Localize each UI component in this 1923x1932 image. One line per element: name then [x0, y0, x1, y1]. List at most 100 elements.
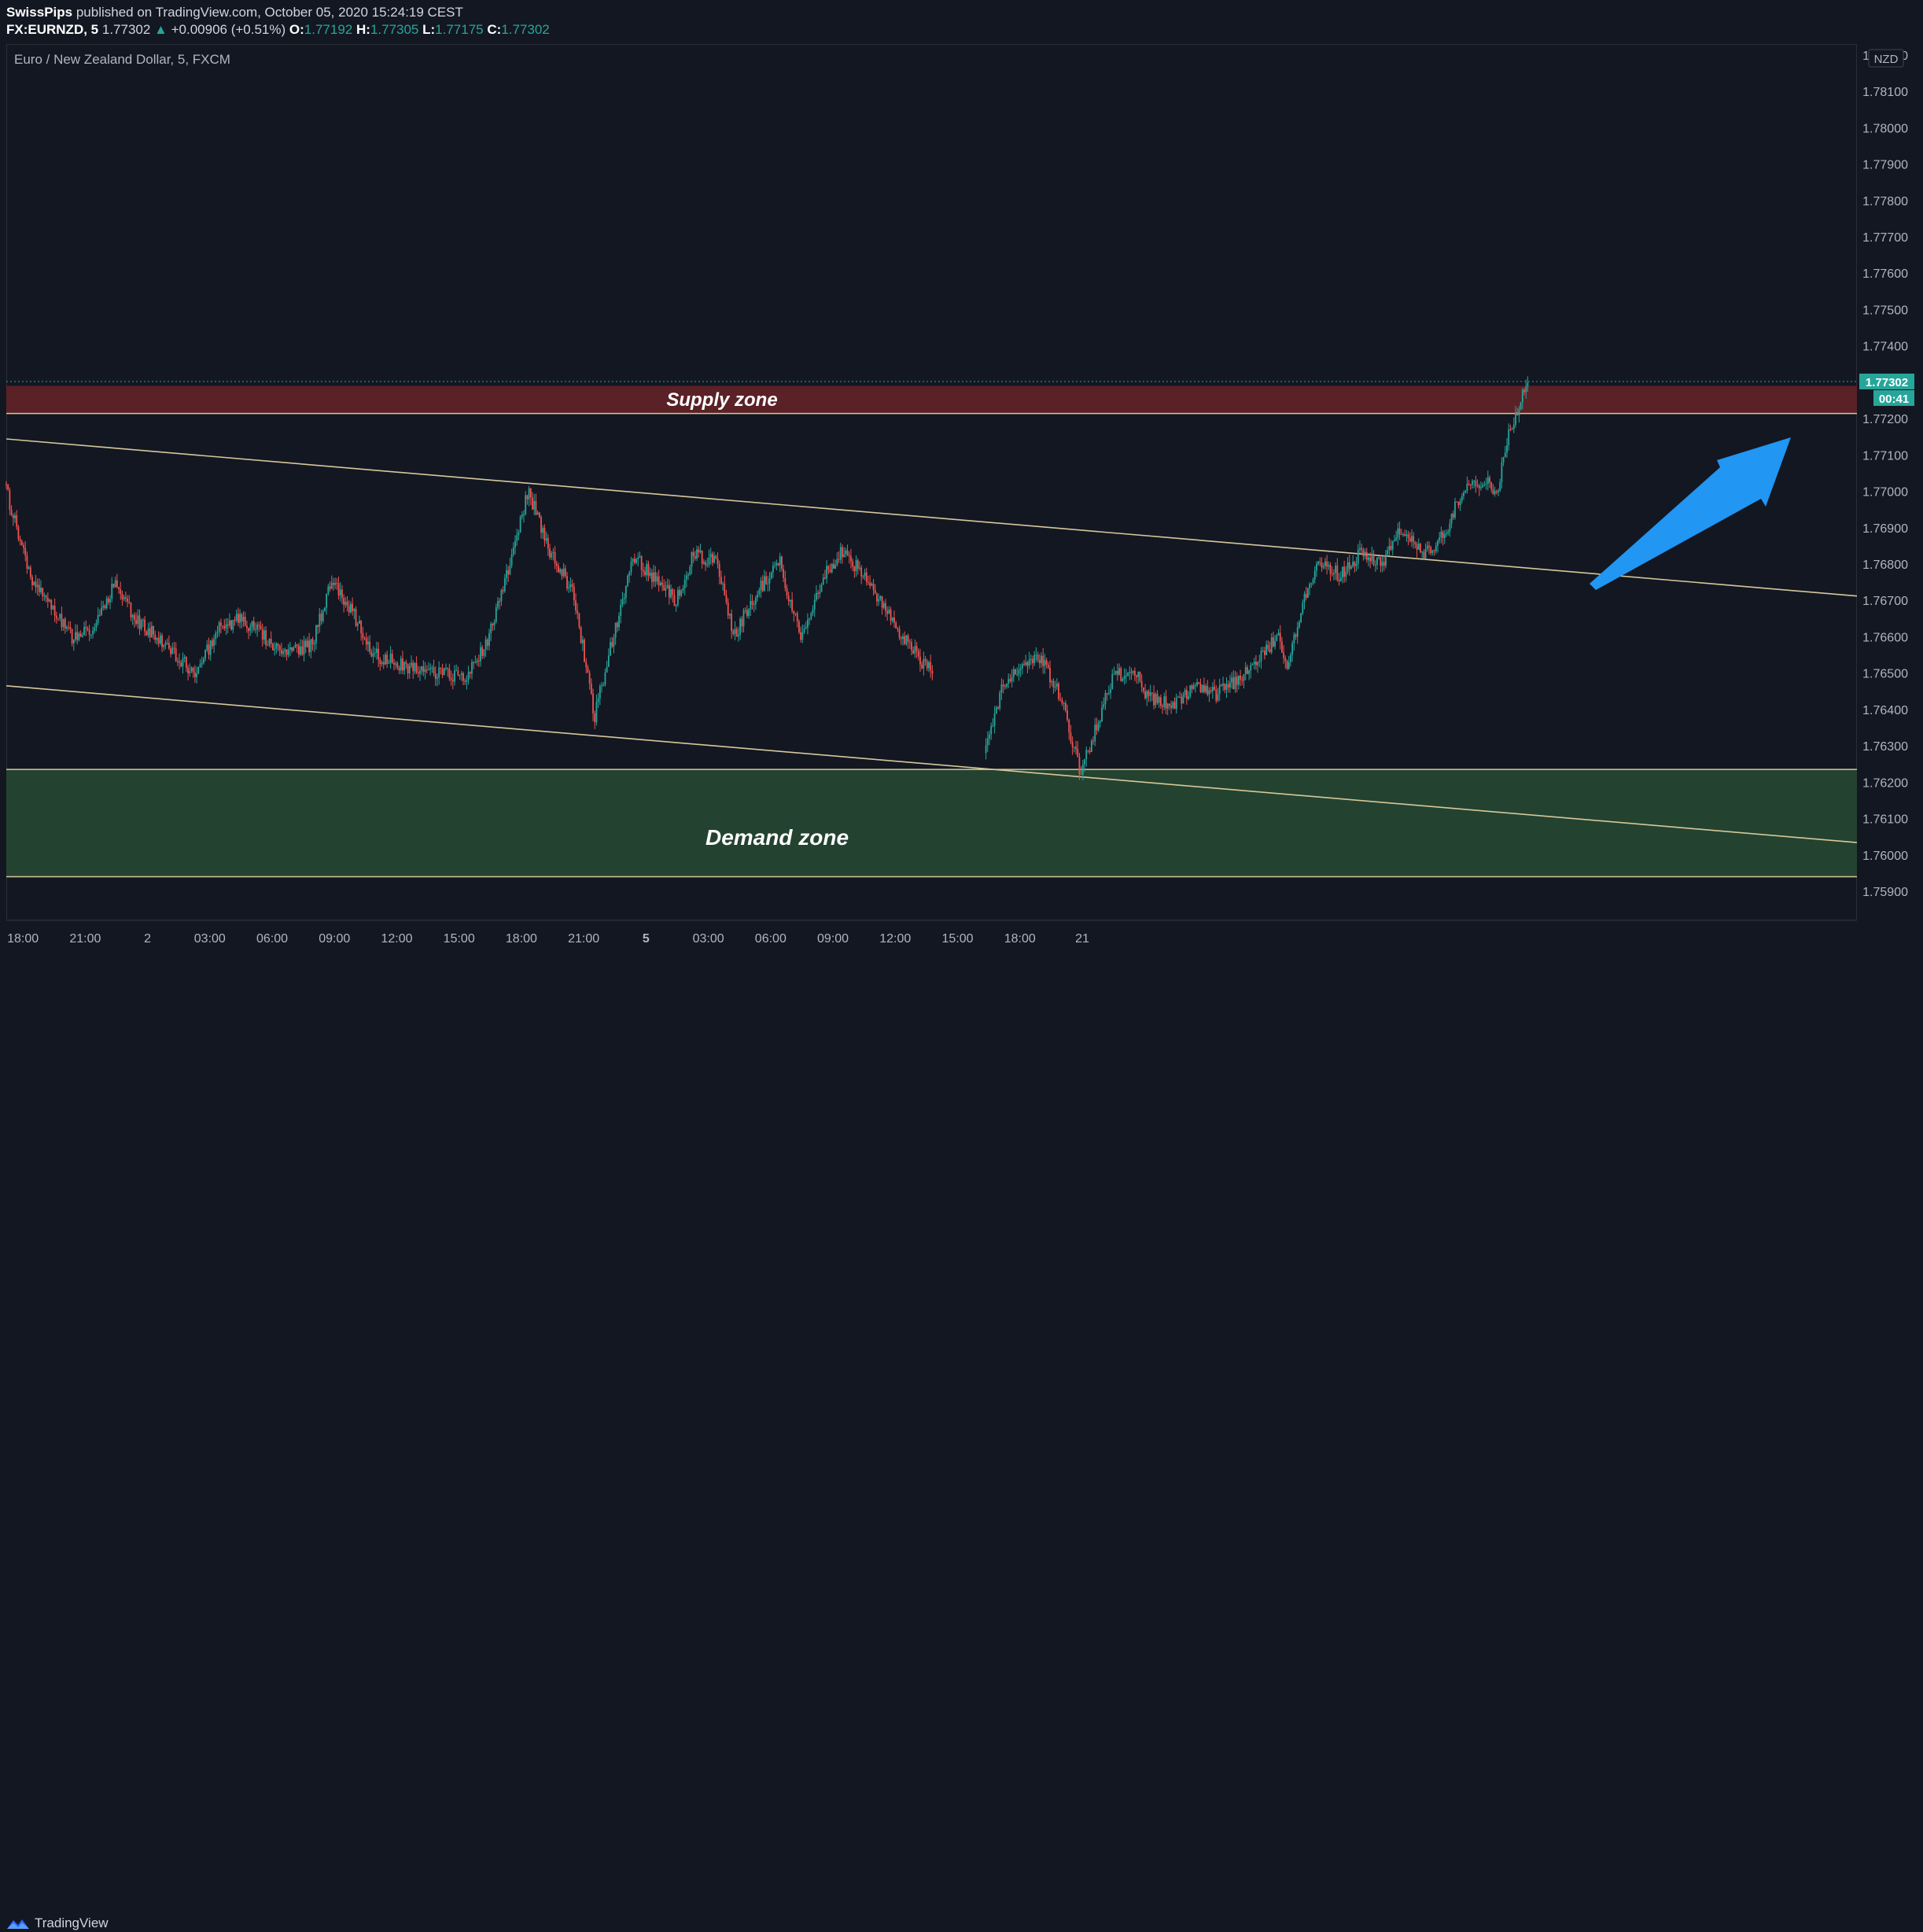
- candle: [709, 548, 712, 565]
- candle-body: [402, 658, 403, 671]
- channel-upper-line[interactable]: [6, 438, 1858, 597]
- x-tick-label: 5: [643, 932, 650, 946]
- candle-body: [391, 654, 393, 663]
- tradingview-logo[interactable]: TradingView: [6, 1915, 109, 1932]
- price-value: 1.77302: [101, 22, 151, 37]
- candle-body: [79, 633, 82, 637]
- candle-body: [43, 595, 46, 597]
- candle: [101, 600, 102, 617]
- candle-body: [471, 662, 473, 674]
- candle: [838, 551, 840, 563]
- candle: [225, 618, 227, 636]
- candle: [133, 612, 135, 628]
- candle-body: [495, 607, 497, 622]
- candle: [112, 583, 115, 588]
- candle: [1461, 493, 1463, 504]
- candle-body: [1257, 662, 1259, 666]
- candle: [248, 627, 249, 640]
- candle-body: [665, 588, 667, 591]
- candle: [654, 566, 657, 588]
- candle: [1473, 479, 1475, 489]
- candle: [322, 609, 324, 624]
- candle: [735, 626, 738, 637]
- candle-body: [304, 640, 307, 647]
- candle: [764, 570, 765, 592]
- candle-body: [709, 554, 712, 558]
- candle-body: [915, 646, 918, 651]
- candle: [512, 542, 514, 557]
- candle-body: [315, 625, 317, 643]
- candle-body: [378, 648, 380, 660]
- candle-body: [1299, 621, 1300, 628]
- candle-body: [1218, 685, 1221, 695]
- candle: [1018, 663, 1020, 681]
- candle: [685, 571, 687, 588]
- candle: [812, 605, 814, 616]
- candle: [705, 560, 706, 571]
- candle-body: [571, 584, 573, 587]
- candle-body: [1092, 740, 1094, 742]
- candle: [1139, 671, 1141, 683]
- candle-body: [1490, 482, 1493, 489]
- y-tick-label: 1.76000: [1862, 850, 1908, 863]
- candle-body: [1243, 674, 1245, 681]
- candle-body: [353, 609, 355, 612]
- candle: [1424, 543, 1427, 560]
- candle: [146, 630, 148, 636]
- candle: [245, 620, 248, 633]
- candle-body: [1194, 685, 1196, 687]
- candle: [742, 607, 745, 633]
- candle: [403, 661, 406, 675]
- candle: [336, 577, 338, 590]
- candle: [794, 613, 797, 617]
- candle-body: [1276, 635, 1278, 641]
- candle: [116, 573, 118, 588]
- candle-body: [455, 670, 458, 672]
- candle-body: [1313, 570, 1316, 580]
- open-value: 1.77192: [304, 22, 353, 37]
- candle: [1446, 529, 1447, 537]
- candle: [1284, 655, 1287, 669]
- candle-body: [924, 658, 927, 662]
- y-tick-label: 1.77500: [1862, 304, 1908, 317]
- y-tick-label: 1.77700: [1862, 231, 1908, 245]
- candle: [1501, 457, 1503, 489]
- supply-zone[interactable]: [6, 385, 1857, 414]
- candle: [1181, 692, 1183, 710]
- candle-body: [369, 641, 371, 652]
- y-tick-label: 1.77800: [1862, 195, 1908, 208]
- currency-badge[interactable]: NZD: [1868, 49, 1904, 68]
- channel-lower-line[interactable]: [6, 685, 1858, 843]
- candle-body: [1316, 564, 1317, 571]
- candle: [201, 656, 203, 668]
- candle-body: [1247, 667, 1248, 674]
- candle: [310, 639, 312, 658]
- candle: [40, 580, 42, 595]
- candle-body: [694, 556, 696, 559]
- candle-body: [905, 635, 908, 644]
- candle: [206, 640, 208, 652]
- candle: [244, 611, 246, 627]
- candle: [663, 579, 665, 591]
- candle-body: [1021, 664, 1023, 669]
- demand-zone[interactable]: [6, 769, 1857, 877]
- candle: [286, 649, 288, 661]
- candle-body: [1395, 537, 1398, 540]
- candle: [691, 551, 693, 575]
- candle: [621, 592, 624, 607]
- candle-body: [672, 589, 674, 595]
- price-axis-bg[interactable]: [1857, 44, 1923, 920]
- candle-body: [50, 599, 53, 610]
- author-name[interactable]: SwissPips: [6, 5, 73, 20]
- candle: [637, 552, 639, 566]
- candle: [241, 612, 243, 629]
- candle: [1480, 481, 1482, 491]
- candle-body: [735, 629, 738, 636]
- candle-body: [543, 528, 546, 541]
- symbol-label[interactable]: FX:EURNZD, 5: [6, 22, 99, 37]
- candle-body: [29, 567, 31, 577]
- candle: [422, 660, 425, 677]
- candle-body: [462, 673, 464, 681]
- candle: [1047, 662, 1049, 669]
